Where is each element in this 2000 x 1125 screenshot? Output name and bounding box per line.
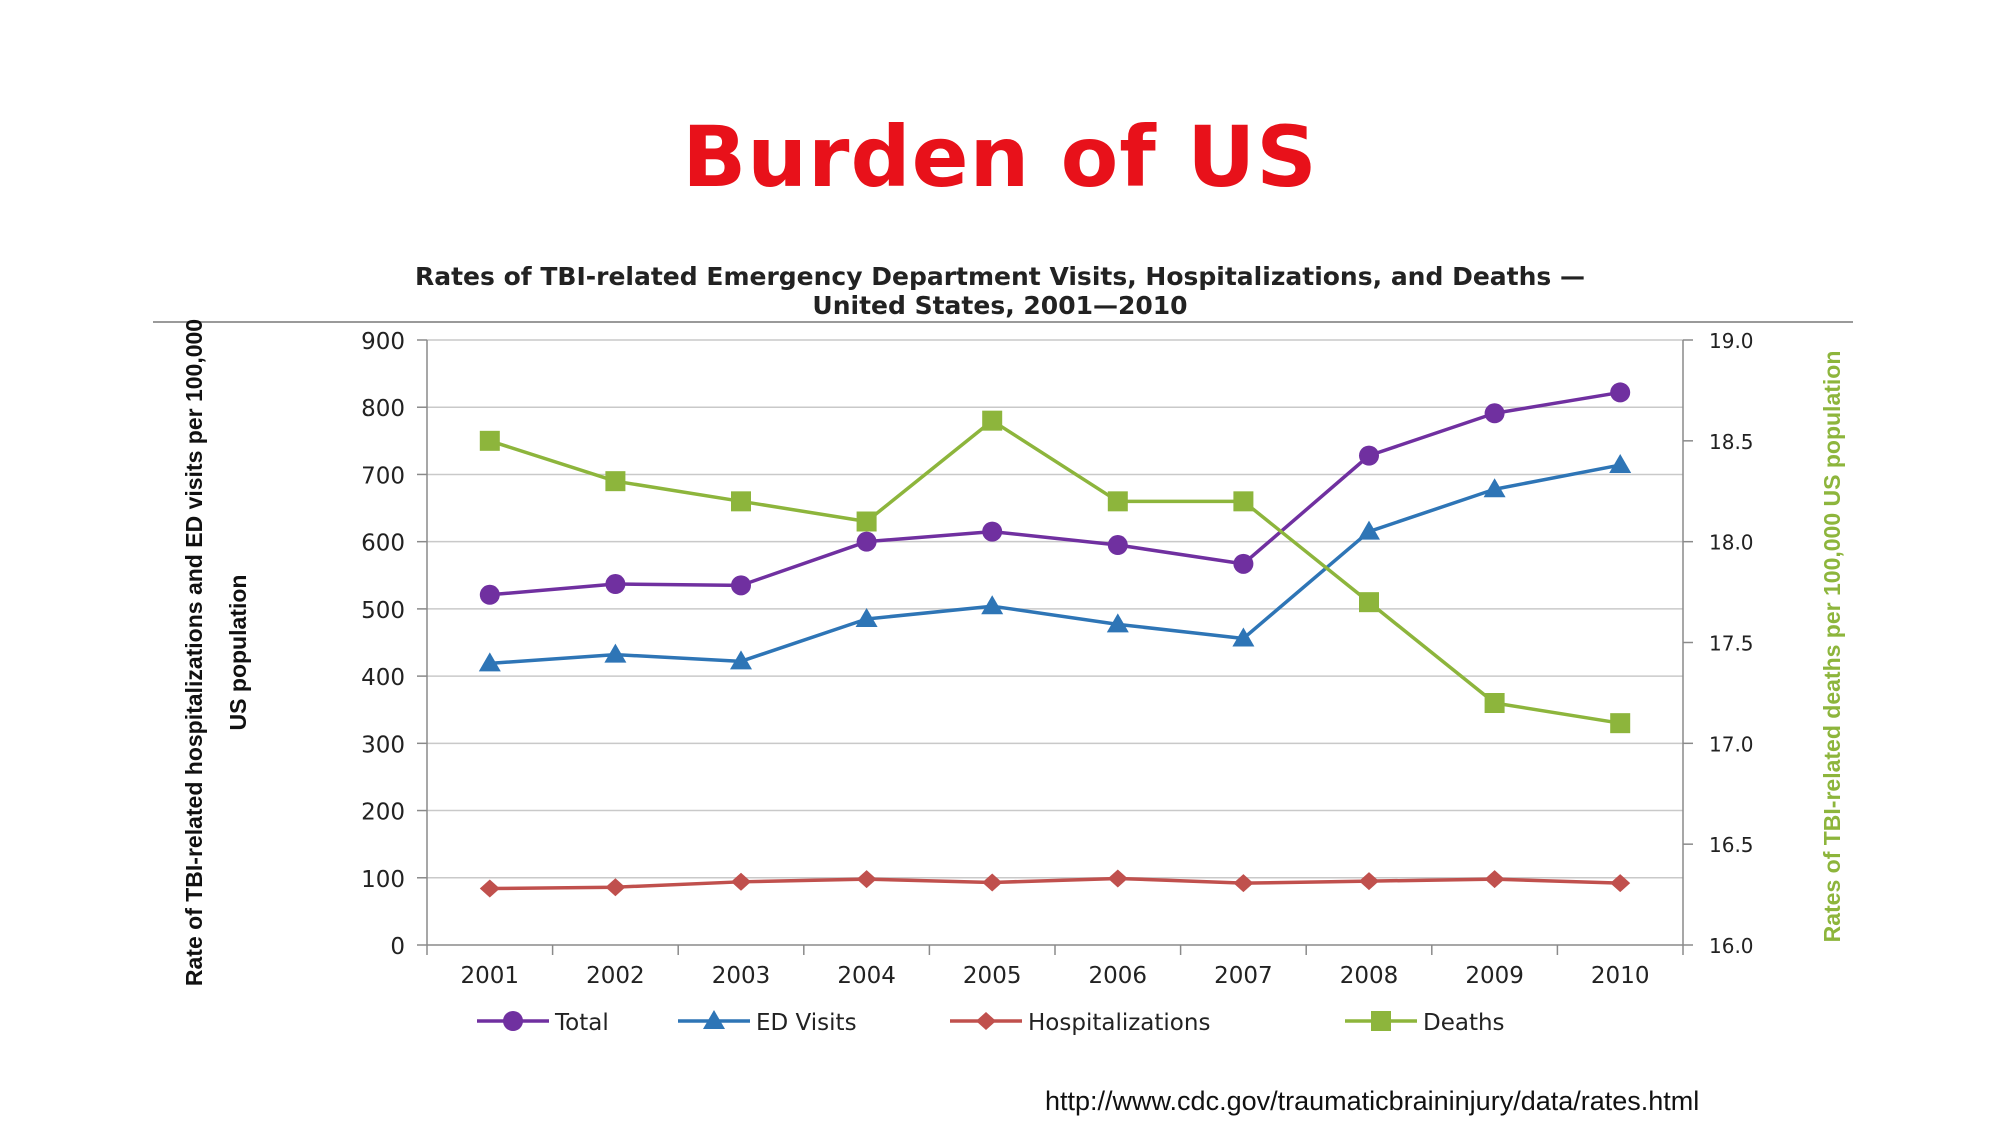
data-point-ed-visits	[478, 652, 501, 672]
y-tick-label: 200	[361, 800, 405, 826]
data-point-ed-visits	[855, 607, 878, 627]
data-point-deaths	[856, 511, 877, 532]
data-point-ed-visits	[1106, 613, 1129, 633]
legend-label-ed-visits: ED Visits	[756, 1010, 857, 1036]
y-axis-label-line-2: US population	[225, 575, 251, 731]
legend-label-deaths: Deaths	[1423, 1010, 1505, 1036]
data-point-hospitalizations	[1359, 872, 1379, 891]
data-point-hospitalizations	[479, 879, 500, 898]
source-link[interactable]: http://www.cdc.gov/traumaticbraininjury/…	[1045, 1086, 1700, 1116]
data-point-total	[1359, 445, 1379, 466]
chart-title-line-1: Rates of TBI-related Emergency Departmen…	[414, 262, 1585, 291]
y-tick-label: 600	[361, 531, 405, 557]
x-tick-label: 2003	[712, 963, 771, 989]
legend-marker-deaths	[1371, 1011, 1391, 1031]
data-point-total	[982, 521, 1003, 542]
y2-tick-label: 18.5	[1709, 430, 1754, 454]
data-point-ed-visits	[604, 643, 627, 663]
data-point-deaths	[1359, 592, 1379, 613]
y-tick-label: 700	[361, 463, 405, 489]
x-tick-label: 2005	[963, 963, 1022, 989]
data-point-total	[1107, 535, 1128, 556]
data-point-hospitalizations	[1484, 870, 1505, 889]
data-point-total	[1610, 382, 1631, 403]
data-point-hospitalizations	[731, 872, 751, 891]
data-point-ed-visits	[1609, 454, 1632, 474]
data-point-total	[1484, 403, 1505, 424]
data-point-ed-visits	[730, 650, 752, 670]
data-point-hospitalizations	[856, 870, 877, 889]
x-tick-label: 2001	[461, 963, 520, 989]
legend-marker-total	[503, 1011, 523, 1031]
data-point-total	[1233, 553, 1254, 574]
x-tick-label: 2010	[1591, 963, 1650, 989]
slide-title: Burden of US	[682, 108, 1318, 206]
y2-axis-label: Rates of TBI-related deaths per 100,000 …	[1819, 351, 1845, 943]
y-axis-label: Rate of TBI-related hospitalizations and…	[181, 319, 251, 986]
y-tick-label: 500	[361, 598, 405, 624]
series-line-ed-visits	[489, 463, 1621, 666]
y-tick-label: 0	[390, 934, 405, 960]
data-point-deaths	[1107, 491, 1128, 512]
data-point-deaths	[731, 491, 751, 512]
data-point-ed-visits	[1483, 478, 1506, 498]
y2-tick-label: 18.0	[1709, 531, 1754, 555]
data-point-deaths	[1484, 693, 1505, 713]
y2-tick-label: 16.5	[1709, 833, 1754, 857]
chart-title: Rates of TBI-related Emergency Departmen…	[150, 262, 1850, 320]
y-tick-label: 800	[361, 396, 405, 422]
y2-tick-label: 16.0	[1709, 934, 1754, 958]
series-line-total	[489, 390, 1621, 597]
y2-tick-label: 17.0	[1709, 732, 1754, 756]
x-tick-label: 2008	[1340, 963, 1399, 989]
data-point-ed-visits	[1358, 520, 1380, 540]
series-line-hospitalizations	[489, 876, 1621, 891]
data-point-total	[479, 584, 500, 605]
legend-label-total: Total	[554, 1010, 609, 1036]
legend-label-hospitalizations: Hospitalizations	[1028, 1010, 1210, 1036]
x-tick-label: 2004	[837, 963, 896, 989]
x-tick-label: 2002	[586, 963, 645, 989]
data-point-deaths	[1610, 713, 1631, 734]
y-tick-label: 100	[361, 867, 405, 893]
data-point-hospitalizations	[1107, 869, 1128, 888]
chart-title-line-2: United States, 2001—2010	[812, 291, 1188, 320]
x-tick-label: 2006	[1089, 963, 1148, 989]
data-point-deaths	[982, 410, 1003, 431]
y-tick-label: 400	[361, 665, 405, 691]
series-line-deaths	[489, 418, 1621, 725]
y-axis-label-line-1: Rate of TBI-related hospitalizations and…	[181, 319, 207, 986]
data-point-total	[605, 574, 626, 595]
y-tick-label: 900	[361, 329, 405, 355]
data-point-ed-visits	[1232, 627, 1255, 647]
data-point-deaths	[479, 430, 500, 451]
data-point-hospitalizations	[1233, 874, 1254, 893]
y2-tick-label: 19.0	[1709, 329, 1754, 353]
legend-marker-ed-visits	[703, 1010, 725, 1029]
data-point-hospitalizations	[982, 873, 1003, 892]
data-point-hospitalizations	[605, 878, 626, 897]
data-point-total	[731, 575, 751, 596]
x-tick-label: 2007	[1214, 963, 1273, 989]
x-tick-label: 2009	[1465, 963, 1524, 989]
title-divider	[153, 321, 1853, 323]
data-point-deaths	[605, 471, 626, 492]
data-point-deaths	[1233, 491, 1254, 512]
y-tick-label: 300	[361, 732, 405, 758]
data-point-hospitalizations	[1610, 874, 1631, 893]
data-point-total	[856, 531, 877, 552]
y2-tick-label: 17.5	[1709, 632, 1754, 656]
legend-marker-hospitalizations	[976, 1012, 996, 1030]
data-point-ed-visits	[981, 595, 1004, 615]
